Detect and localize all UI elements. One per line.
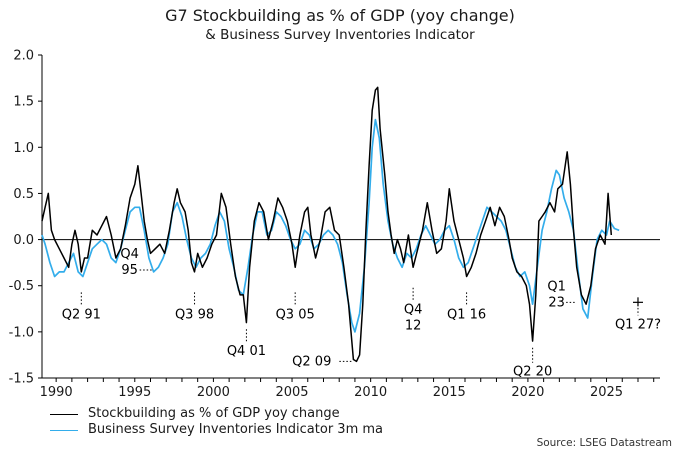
series-line-survey (41, 118, 620, 333)
annotation-label: Q4 (404, 303, 423, 318)
x-tick-label: 2005 (275, 385, 308, 400)
x-tick-label: 2000 (197, 385, 230, 400)
annotation-label: Q3 05 (276, 307, 315, 322)
annotation-label: 23 (548, 295, 565, 310)
y-tick-label: -1.5 (9, 372, 34, 387)
y-tick-label: -0.5 (9, 279, 34, 294)
annotation-label: Q1 27? (615, 317, 661, 332)
legend-swatch-black (50, 413, 78, 415)
y-tick-label: 0.5 (13, 187, 34, 202)
annotation-label: 95 (121, 263, 138, 278)
y-tick-label: 1.5 (13, 95, 34, 110)
x-tick-label: 1995 (118, 385, 151, 400)
annotation-label: Q1 (547, 279, 566, 294)
legend-item-survey: Business Survey Inventories Indicator 3m… (50, 422, 383, 438)
y-tick-label: 0.0 (13, 233, 34, 248)
annotation-label: Q1 16 (447, 307, 486, 322)
x-tick-label: 2025 (590, 385, 623, 400)
annotation-label: Q2 91 (62, 307, 101, 322)
x-tick-label: 1990 (40, 385, 73, 400)
source-note: Source: LSEG Datastream (536, 437, 672, 449)
chart-title: G7 Stockbuilding as % of GDP (yoy change… (165, 6, 515, 25)
annotation-label: 12 (405, 319, 422, 334)
legend: Stockbuilding as % of GDP yoy change Bus… (50, 406, 383, 438)
annotation-label: Q4 01 (227, 344, 266, 359)
chart-subtitle: & Business Survey Inventories Indicator (205, 27, 475, 43)
legend-swatch-blue (50, 429, 78, 431)
annotation-label: Q2 20 (513, 365, 552, 380)
series-line-stockbuilding (41, 86, 613, 363)
legend-label: Business Survey Inventories Indicator 3m… (88, 422, 384, 437)
annotation-label: Q2 09 (292, 354, 331, 369)
x-tick-label: 2020 (511, 385, 544, 400)
x-tick-label: 2010 (354, 385, 387, 400)
y-tick-label: 1.0 (13, 141, 34, 156)
y-tick-label: -1.0 (9, 325, 34, 340)
legend-item-stockbuilding: Stockbuilding as % of GDP yoy change (50, 406, 383, 422)
annotation-label: Q3 98 (175, 307, 214, 322)
x-tick-label: 2015 (433, 385, 466, 400)
legend-label: Stockbuilding as % of GDP yoy change (88, 406, 340, 421)
annotation-label: Q4 (120, 247, 139, 262)
y-tick-label: 2.0 (13, 49, 34, 64)
